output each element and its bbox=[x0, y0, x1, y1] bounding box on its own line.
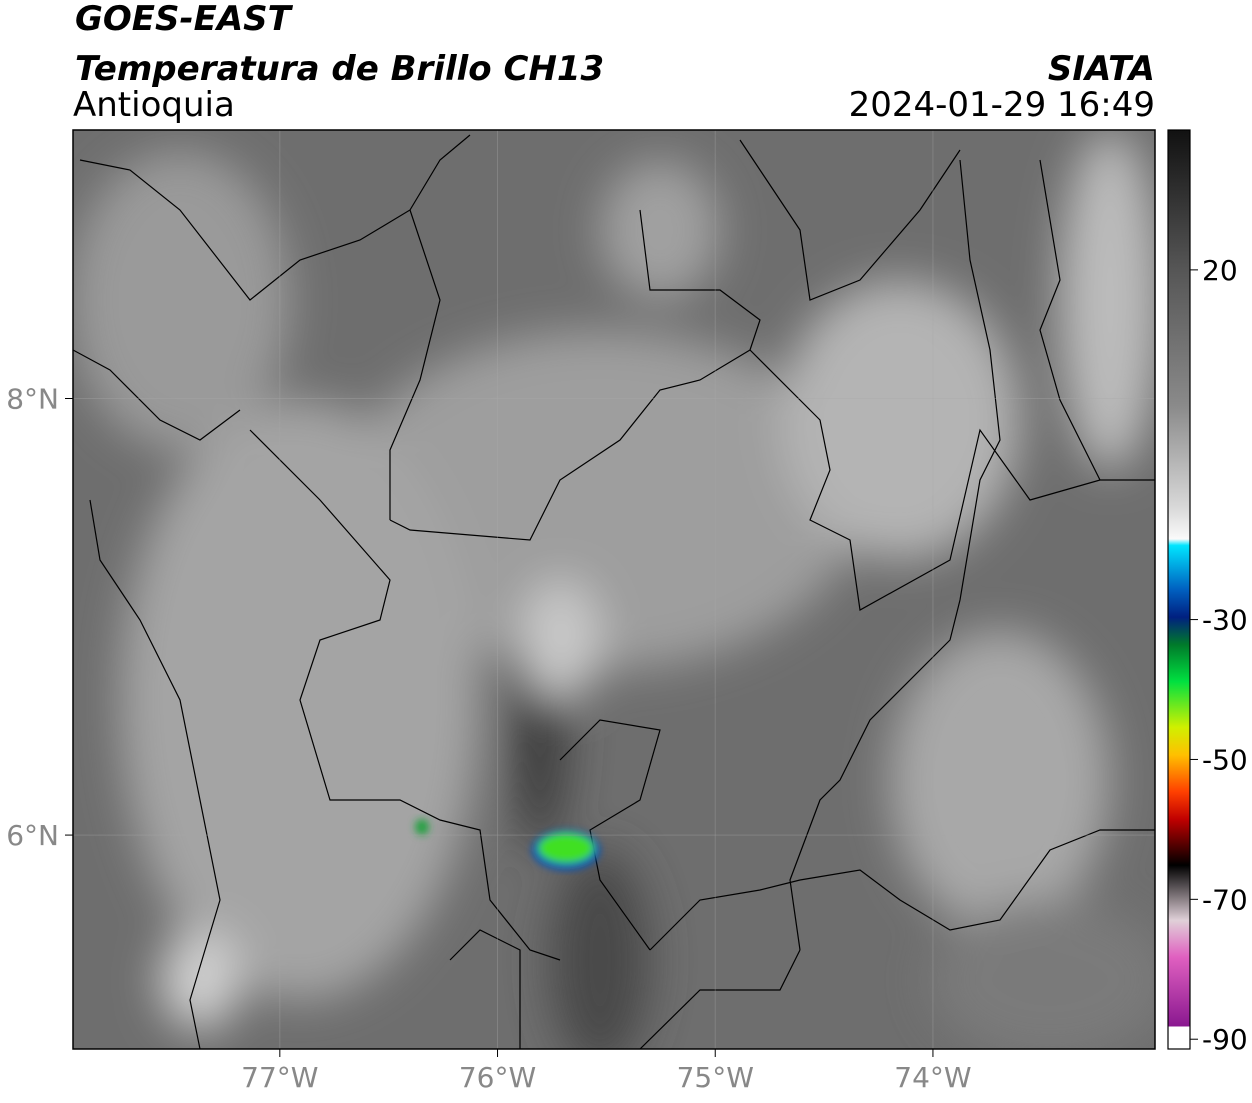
satellite-image bbox=[73, 130, 1155, 1049]
region-label: Antioquia bbox=[73, 85, 235, 125]
x-tick-label: 77°W bbox=[241, 1061, 318, 1094]
x-tick-label: 74°W bbox=[894, 1061, 971, 1094]
y-tick-label: 6°N bbox=[6, 819, 59, 852]
product-title: Temperatura de Brillo CH13 bbox=[75, 49, 604, 89]
grid bbox=[73, 130, 1155, 1049]
colorbar-tick-label: -50 bbox=[1202, 743, 1248, 776]
map-frame bbox=[72, 129, 1156, 1050]
colorbar-tick-label: -30 bbox=[1202, 604, 1248, 637]
x-tick-label: 75°W bbox=[677, 1061, 754, 1094]
y-tick-label: 8°N bbox=[6, 382, 59, 415]
colorbar bbox=[1167, 129, 1191, 1050]
colorbar-tick-label: -70 bbox=[1202, 883, 1248, 916]
satellite-title: GOES-EAST bbox=[75, 0, 294, 39]
source-label: SIATA bbox=[1048, 49, 1155, 89]
colorbar-tick-label: -90 bbox=[1202, 1023, 1248, 1056]
colorbar-tick-label: 20 bbox=[1202, 254, 1238, 287]
x-tick-label: 76°W bbox=[459, 1061, 536, 1094]
timestamp: 2024-01-29 16:49 bbox=[849, 85, 1155, 125]
